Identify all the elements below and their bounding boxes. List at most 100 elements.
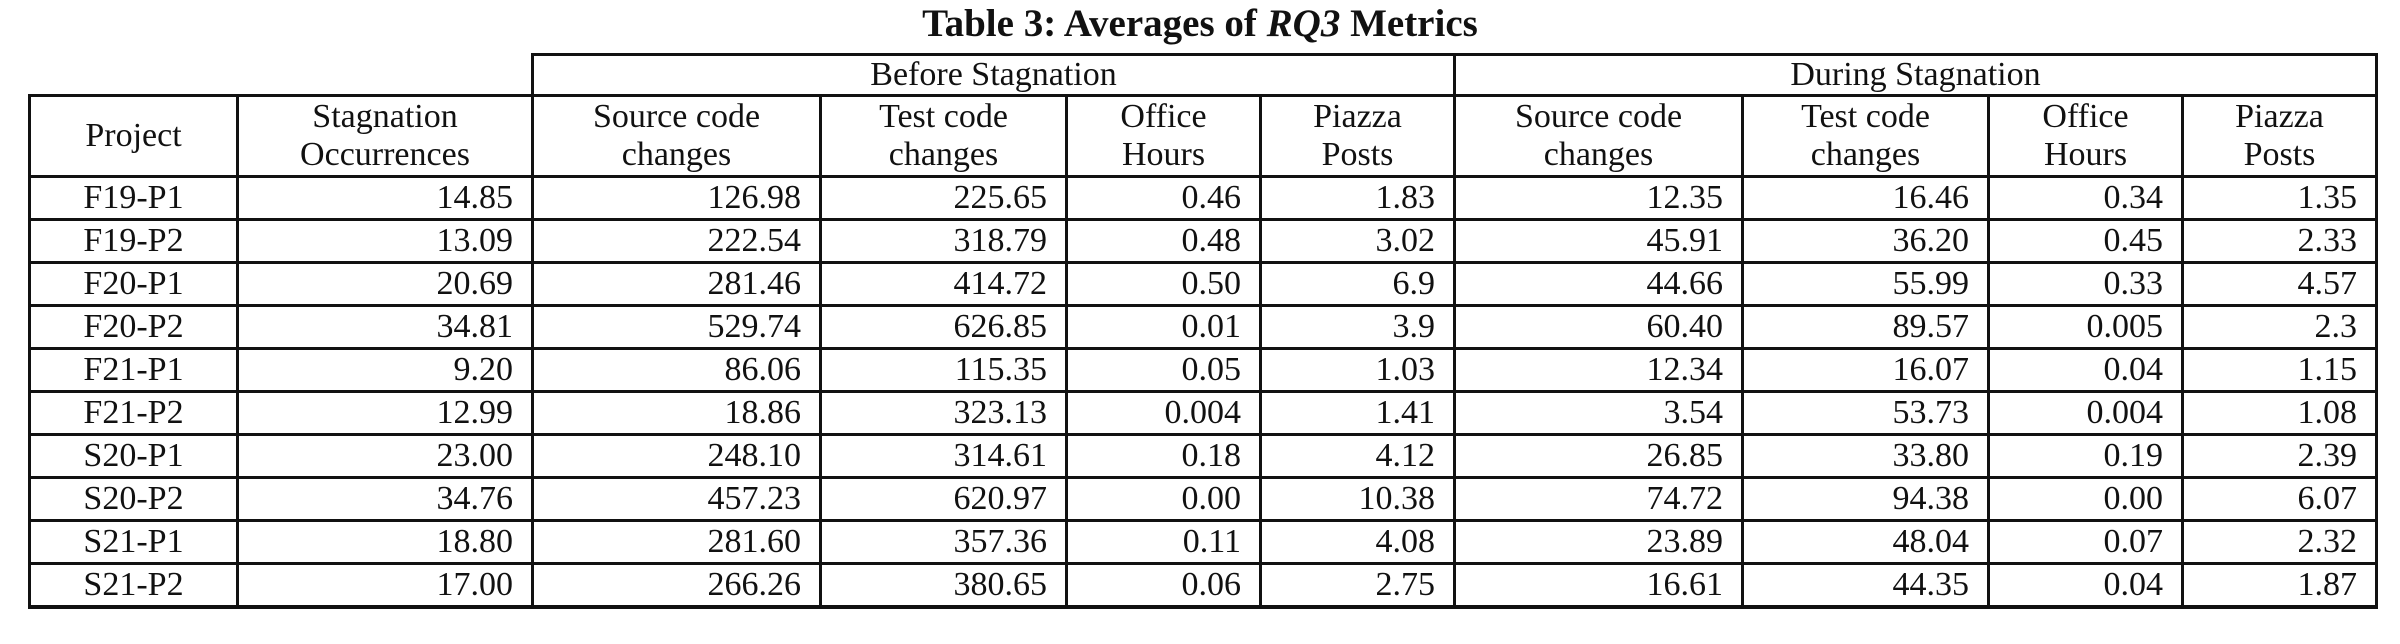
- cell-during-office-hours: 0.005: [1987, 304, 2184, 350]
- cell-before-piazza-posts: 2.75: [1259, 562, 1456, 609]
- cell-before-piazza-posts: 6.9: [1259, 261, 1456, 307]
- cell-during-piazza-posts: 2.39: [2181, 433, 2378, 479]
- cell-during-test-code-changes: 89.57: [1741, 304, 1990, 350]
- cell-before-piazza-posts: 1.03: [1259, 347, 1456, 393]
- header-line-2: Posts: [1321, 136, 1394, 173]
- cell-during-source-code-changes: 45.91: [1453, 218, 1744, 264]
- header-line-2: Posts: [2243, 136, 2316, 173]
- cell-before-test-code-changes: 357.36: [819, 519, 1068, 565]
- cell-during-office-hours: 0.07: [1987, 519, 2184, 565]
- cell-during-test-code-changes: 94.38: [1741, 476, 1990, 522]
- cell-stagnation-occurrences: 9.20: [236, 347, 534, 393]
- caption-suffix: Metrics: [1340, 2, 1478, 45]
- cell-during-piazza-posts: 1.35: [2181, 175, 2378, 221]
- cell-before-source-code-changes: 266.26: [531, 562, 822, 609]
- cell-before-source-code-changes: 281.60: [531, 519, 822, 565]
- cell-project: F19-P2: [28, 218, 239, 264]
- column-header-row: Project Stagnation Occurrences Source cod…: [28, 94, 2378, 178]
- cell-before-piazza-posts: 10.38: [1259, 476, 1456, 522]
- header-line-2: Occurrences: [300, 136, 470, 173]
- cell-before-test-code-changes: 115.35: [819, 347, 1068, 393]
- cell-stagnation-occurrences: 14.85: [236, 175, 534, 221]
- cell-before-piazza-posts: 4.08: [1259, 519, 1456, 565]
- cell-before-office-hours: 0.18: [1065, 433, 1262, 479]
- cell-during-test-code-changes: 48.04: [1741, 519, 1990, 565]
- cell-before-source-code-changes: 529.74: [531, 304, 822, 350]
- column-header-stagnation-occurrences: Stagnation Occurrences: [236, 94, 534, 178]
- group-header-spacer: [30, 55, 533, 96]
- cell-during-piazza-posts: 2.3: [2181, 304, 2378, 350]
- cell-before-source-code-changes: 18.86: [531, 390, 822, 436]
- table-row: S20-P2 34.76 457.23 620.97 0.00 10.38 74.72 94.…: [28, 476, 2378, 522]
- table-row: F21-P1 9.20 86.06 115.35 0.05 1.03 12.34 16.07 0…: [28, 347, 2378, 393]
- cell-during-piazza-posts: 6.07: [2181, 476, 2378, 522]
- table-body: F19-P1 14.85 126.98 225.65 0.46 1.83 12.35 16.4…: [28, 175, 2378, 609]
- cell-during-test-code-changes: 44.35: [1741, 562, 1990, 609]
- caption-prefix: Table 3: Averages of: [922, 2, 1267, 45]
- cell-during-test-code-changes: 53.73: [1741, 390, 1990, 436]
- cell-stagnation-occurrences: 23.00: [236, 433, 534, 479]
- cell-project: F19-P1: [28, 175, 239, 221]
- header-line-1: Office: [1120, 98, 1207, 136]
- cell-during-source-code-changes: 44.66: [1453, 261, 1744, 307]
- cell-project: S20-P1: [28, 433, 239, 479]
- header-line-1: Piazza: [2235, 98, 2324, 136]
- cell-before-piazza-posts: 1.83: [1259, 175, 1456, 221]
- cell-project: F20-P1: [28, 261, 239, 307]
- cell-before-piazza-posts: 4.12: [1259, 433, 1456, 479]
- cell-before-test-code-changes: 225.65: [819, 175, 1068, 221]
- cell-before-office-hours: 0.46: [1065, 175, 1262, 221]
- header-line-2: Hours: [2043, 136, 2128, 173]
- cell-stagnation-occurrences: 13.09: [236, 218, 534, 264]
- cell-before-test-code-changes: 318.79: [819, 218, 1068, 264]
- header-line-1: Piazza: [1313, 98, 1402, 136]
- cell-project: F21-P2: [28, 390, 239, 436]
- cell-before-test-code-changes: 620.97: [819, 476, 1068, 522]
- cell-during-source-code-changes: 60.40: [1453, 304, 1744, 350]
- cell-during-test-code-changes: 36.20: [1741, 218, 1990, 264]
- column-header-project-text: Project: [85, 117, 182, 154]
- table-row: F19-P2 13.09 222.54 318.79 0.48 3.02 45.91 36.2…: [28, 218, 2378, 264]
- cell-during-office-hours: 0.04: [1987, 562, 2184, 609]
- cell-before-office-hours: 0.11: [1065, 519, 1262, 565]
- header-line-2: Hours: [1121, 136, 1206, 173]
- column-header-before-source-code-changes: Source code changes: [531, 94, 822, 178]
- cell-project: F21-P1: [28, 347, 239, 393]
- cell-stagnation-occurrences: 17.00: [236, 562, 534, 609]
- table-row: S21-P2 17.00 266.26 380.65 0.06 2.75 16.61 44.3…: [28, 562, 2378, 609]
- header-line-1: Source code: [1514, 98, 1683, 136]
- cell-before-office-hours: 0.50: [1065, 261, 1262, 307]
- table-row: F20-P2 34.81 529.74 626.85 0.01 3.9 60.40 89.57…: [28, 304, 2378, 350]
- cell-before-test-code-changes: 414.72: [819, 261, 1068, 307]
- column-header-during-test-code-changes: Test code changes: [1741, 94, 1990, 178]
- column-header-before-piazza-posts: Piazza Posts: [1259, 94, 1456, 178]
- cell-before-test-code-changes: 626.85: [819, 304, 1068, 350]
- header-line-1: Test code: [1801, 98, 1930, 136]
- column-header-before-office-hours: Office Hours: [1065, 94, 1262, 178]
- cell-during-piazza-posts: 1.08: [2181, 390, 2378, 436]
- header-line-2: changes: [888, 136, 999, 173]
- cell-before-piazza-posts: 3.02: [1259, 218, 1456, 264]
- header-line-1: Office: [2042, 98, 2129, 136]
- group-header-before: Before Stagnation: [531, 53, 1456, 97]
- table-row: F21-P2 12.99 18.86 323.13 0.004 1.41 3.54 53.73…: [28, 390, 2378, 436]
- group-header-row: Before Stagnation During Stagnation: [30, 53, 2378, 97]
- header-line-1: Source code: [592, 98, 761, 136]
- header-line-2: changes: [1810, 136, 1921, 173]
- cell-during-office-hours: 0.33: [1987, 261, 2184, 307]
- column-header-project: Project: [28, 94, 239, 178]
- cell-project: S20-P2: [28, 476, 239, 522]
- cell-during-source-code-changes: 74.72: [1453, 476, 1744, 522]
- cell-during-source-code-changes: 16.61: [1453, 562, 1744, 609]
- cell-during-test-code-changes: 33.80: [1741, 433, 1990, 479]
- cell-during-source-code-changes: 26.85: [1453, 433, 1744, 479]
- cell-during-test-code-changes: 16.07: [1741, 347, 1990, 393]
- column-header-during-piazza-posts: Piazza Posts: [2181, 94, 2378, 178]
- cell-before-piazza-posts: 1.41: [1259, 390, 1456, 436]
- cell-before-source-code-changes: 281.46: [531, 261, 822, 307]
- table-row: S21-P1 18.80 281.60 357.36 0.11 4.08 23.89 48.0…: [28, 519, 2378, 565]
- cell-during-piazza-posts: 1.87: [2181, 562, 2378, 609]
- cell-during-piazza-posts: 2.32: [2181, 519, 2378, 565]
- column-header-during-office-hours: Office Hours: [1987, 94, 2184, 178]
- cell-project: S21-P1: [28, 519, 239, 565]
